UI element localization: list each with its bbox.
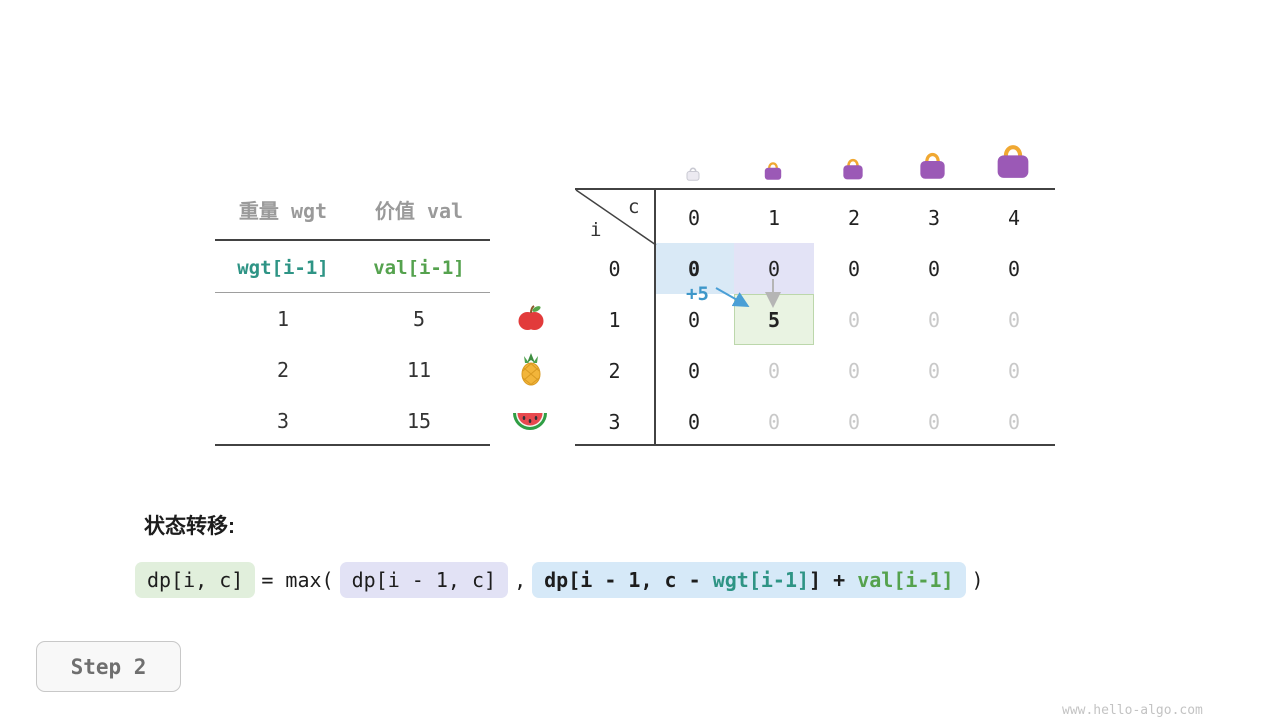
formula-comma: , bbox=[514, 568, 527, 592]
dp-cell: 0 bbox=[1007, 359, 1021, 383]
items-var-val: val[i-1] bbox=[373, 257, 465, 279]
dp-col-header: 3 bbox=[927, 206, 941, 230]
dp-cell: 0 bbox=[767, 359, 781, 383]
dp-cell: 5 bbox=[767, 308, 781, 332]
transition-annotation: +5 bbox=[686, 283, 709, 305]
dp-cell: 0 bbox=[1007, 257, 1021, 281]
items-col-header-value: 价值 val bbox=[374, 199, 464, 223]
dp-corner-col-var: c bbox=[628, 196, 640, 218]
dp-cell: 0 bbox=[927, 257, 941, 281]
dp-cell: 0 bbox=[847, 359, 861, 383]
dp-table-rule-bottom bbox=[575, 444, 1055, 446]
dp-corner-row-var: i bbox=[590, 219, 602, 241]
watermark: www.hello-algo.com bbox=[1062, 703, 1203, 718]
dp-cell: 0 bbox=[847, 308, 861, 332]
bag-icon bbox=[840, 155, 866, 182]
formula-lhs: dp[i, c] bbox=[135, 562, 256, 598]
item-1-value: 5 bbox=[412, 307, 426, 331]
formula-term-skip: dp[i - 1, c] bbox=[339, 562, 509, 598]
dp-cell: 0 bbox=[1007, 410, 1021, 434]
state-transition-formula: dp[i, c] = max( dp[i - 1, c] , dp[i - 1,… bbox=[135, 562, 990, 598]
formula-eq-max: = max( bbox=[261, 568, 334, 592]
dp-cell: 0 bbox=[687, 257, 701, 281]
dp-col-header: 0 bbox=[687, 206, 701, 230]
dp-cell: 0 bbox=[687, 308, 701, 332]
dp-corner-diagonal bbox=[575, 189, 657, 246]
dp-cell: 0 bbox=[1007, 308, 1021, 332]
dp-table-rule-top bbox=[575, 188, 1055, 190]
item-2-weight: 2 bbox=[276, 358, 290, 382]
bag-icon bbox=[762, 159, 784, 182]
items-table-rule-mid bbox=[215, 292, 490, 293]
dp-row-header: 3 bbox=[608, 410, 621, 434]
bag-icon bbox=[916, 148, 949, 182]
items-col-header-weight: 重量 wgt bbox=[238, 199, 328, 223]
formula-term-take-wgt: wgt[i-1] bbox=[712, 568, 810, 592]
dp-cell: 0 bbox=[927, 359, 941, 383]
items-table-rule-bottom bbox=[215, 444, 490, 446]
dp-col-header: 4 bbox=[1007, 206, 1021, 230]
dp-cell-highlight-source bbox=[654, 243, 734, 294]
bag-icon bbox=[992, 139, 1034, 182]
dp-col-header: 2 bbox=[847, 206, 861, 230]
items-var-wgt: wgt[i-1] bbox=[237, 257, 329, 279]
pineapple-icon bbox=[514, 352, 548, 388]
state-transition-label: 状态转移: bbox=[144, 515, 235, 538]
item-2-value: 11 bbox=[406, 358, 432, 382]
formula-term-take-val: val[i-1] bbox=[857, 568, 954, 592]
dp-cell: 0 bbox=[767, 257, 781, 281]
dp-cell: 0 bbox=[927, 410, 941, 434]
dp-row-header: 1 bbox=[608, 308, 621, 332]
dp-cell: 0 bbox=[847, 410, 861, 434]
formula-term-take: dp[i - 1, c - wgt[i-1]] + val[i-1] bbox=[532, 562, 966, 598]
dp-cell: 0 bbox=[687, 359, 701, 383]
items-table-rule-top bbox=[215, 239, 490, 241]
bag-empty-icon bbox=[685, 165, 701, 182]
watermelon-icon bbox=[511, 406, 549, 436]
formula-term-take-prefix: dp[i - 1, c - bbox=[544, 568, 713, 592]
formula-close-paren: ) bbox=[971, 568, 984, 592]
dp-cell: 0 bbox=[767, 410, 781, 434]
apple-icon bbox=[515, 302, 547, 334]
formula-term-take-mid: ] + bbox=[809, 568, 858, 592]
item-3-weight: 3 bbox=[276, 409, 290, 433]
dp-table-rule-vertical bbox=[654, 188, 656, 446]
dp-row-header: 0 bbox=[608, 257, 621, 281]
step-indicator-button[interactable]: Step 2 bbox=[36, 641, 181, 692]
item-3-value: 15 bbox=[406, 409, 432, 433]
dp-cell: 0 bbox=[687, 410, 701, 434]
dp-cell: 0 bbox=[847, 257, 861, 281]
dp-col-header: 1 bbox=[767, 206, 781, 230]
dp-row-header: 2 bbox=[608, 359, 621, 383]
dp-cell: 0 bbox=[927, 308, 941, 332]
step-label: Step 2 bbox=[70, 654, 147, 679]
dp-cell-highlight-above bbox=[734, 243, 814, 294]
item-1-weight: 1 bbox=[276, 307, 290, 331]
